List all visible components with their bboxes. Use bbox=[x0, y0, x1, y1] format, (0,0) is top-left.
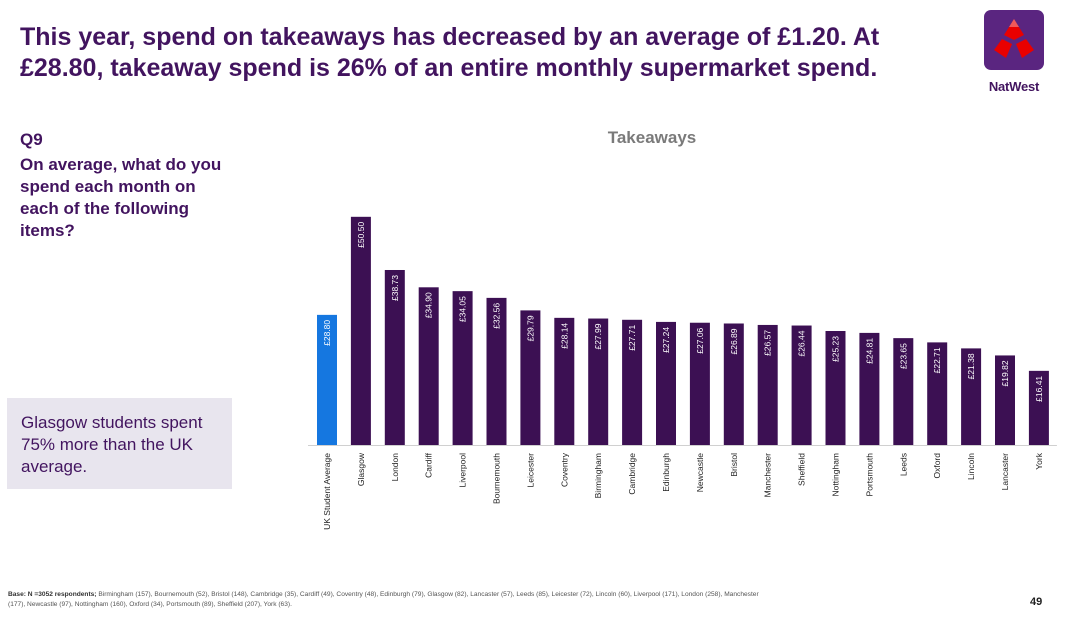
value-label-leicester: £29.79 bbox=[525, 315, 535, 341]
category-label-london: London bbox=[390, 453, 400, 482]
category-label-leicester: Leicester bbox=[525, 453, 535, 488]
value-label-liverpool: £34.05 bbox=[458, 296, 468, 322]
category-label-portsmouth: Portsmouth bbox=[864, 453, 874, 497]
value-label-manchester: £26.57 bbox=[763, 330, 773, 356]
bar-oxford bbox=[927, 342, 948, 445]
page-number: 49 bbox=[1030, 596, 1043, 608]
takeaways-bar-chart: Takeaways £28.80 £50.50 £38.73 £34.90 £34.05… bbox=[308, 128, 1057, 530]
category-label-leeds: Leeds bbox=[898, 453, 908, 476]
value-label-lancaster: £19.82 bbox=[1000, 360, 1010, 386]
category-label-cambridge: Cambridge bbox=[627, 453, 637, 495]
natwest-logo: NatWest bbox=[976, 10, 1052, 100]
value-label-uk-student-average: £28.80 bbox=[322, 320, 332, 346]
category-labels-group: UK Student Average Glasgow London Cardiff Li… bbox=[322, 452, 1044, 530]
value-label-glasgow: £50.50 bbox=[356, 222, 366, 248]
chart-title: Takeaways bbox=[608, 128, 697, 147]
category-label-lancaster: Lancaster bbox=[1000, 453, 1010, 490]
value-label-lincoln: £21.38 bbox=[966, 353, 976, 379]
category-label-sheffield: Sheffield bbox=[797, 453, 807, 486]
value-label-newcastle: £27.06 bbox=[695, 327, 705, 353]
category-label-york: York bbox=[1034, 452, 1044, 469]
bar-edinburgh bbox=[656, 321, 676, 445]
value-label-sheffield: £26.44 bbox=[797, 330, 807, 356]
value-labels-group: £28.80 £50.50 £38.73 £34.90 £34.05 £32.56 £29.… bbox=[322, 222, 1044, 402]
value-label-bournemouth: £32.56 bbox=[492, 303, 502, 329]
bar-manchester bbox=[757, 324, 778, 445]
bar-lancaster bbox=[995, 355, 1015, 445]
footnote-base-label: Base: N =3052 respondents; bbox=[8, 591, 97, 598]
value-label-cambridge: £27.71 bbox=[627, 325, 637, 351]
question-number: Q9 bbox=[20, 130, 43, 149]
value-label-cardiff: £34.90 bbox=[424, 292, 434, 318]
bar-cardiff bbox=[418, 287, 439, 445]
value-label-oxford: £22.71 bbox=[932, 347, 942, 373]
natwest-cubes-icon bbox=[984, 10, 1044, 70]
bar-sheffield bbox=[791, 325, 812, 445]
value-label-portsmouth: £24.81 bbox=[864, 338, 874, 364]
bar-leicester bbox=[520, 310, 541, 445]
bar-coventry bbox=[554, 317, 575, 445]
value-label-nottingham: £25.23 bbox=[831, 336, 841, 362]
bar-portsmouth bbox=[859, 332, 880, 445]
question-text: On average, what do you spend each month… bbox=[20, 155, 222, 240]
category-label-bristol: Bristol bbox=[729, 453, 739, 477]
bar-leeds bbox=[893, 338, 914, 445]
category-label-cardiff: Cardiff bbox=[424, 452, 434, 478]
bar-uk-student-average bbox=[317, 314, 337, 445]
value-label-edinburgh: £27.24 bbox=[661, 327, 671, 353]
logo-text: NatWest bbox=[988, 79, 1040, 94]
value-label-york: £16.41 bbox=[1034, 376, 1044, 402]
category-label-lincoln: Lincoln bbox=[966, 453, 976, 480]
bar-nottingham bbox=[825, 330, 846, 445]
value-label-london: £38.73 bbox=[390, 275, 400, 301]
category-label-coventry: Coventry bbox=[559, 452, 569, 487]
category-label-bournemouth: Bournemouth bbox=[492, 453, 502, 504]
value-label-coventry: £28.14 bbox=[559, 323, 569, 349]
category-label-birmingham: Birmingham bbox=[593, 453, 603, 498]
value-label-birmingham: £27.99 bbox=[593, 323, 603, 349]
bar-cambridge bbox=[622, 319, 643, 445]
callout-text: Glasgow students spent 75% more than the… bbox=[21, 413, 203, 476]
bar-birmingham bbox=[588, 318, 609, 445]
footnote-base-text: Birmingham (157), Bournemouth (52), Bris… bbox=[8, 591, 759, 608]
bar-bristol bbox=[723, 323, 744, 445]
category-label-nottingham: Nottingham bbox=[831, 453, 841, 496]
category-label-edinburgh: Edinburgh bbox=[661, 453, 671, 492]
category-label-newcastle: Newcastle bbox=[695, 453, 705, 492]
category-label-uk-student-average: UK Student Average bbox=[322, 453, 332, 530]
category-label-manchester: Manchester bbox=[763, 453, 773, 498]
category-label-oxford: Oxford bbox=[932, 453, 942, 479]
headline: This year, spend on takeaways has decrea… bbox=[20, 23, 880, 82]
category-label-liverpool: Liverpool bbox=[458, 453, 468, 488]
bar-lincoln bbox=[961, 348, 982, 445]
bar-glasgow bbox=[350, 216, 371, 445]
bar-london bbox=[384, 269, 405, 445]
category-label-glasgow: Glasgow bbox=[356, 452, 366, 486]
callout-box: Glasgow students spent 75% more than the… bbox=[7, 398, 232, 489]
bar-liverpool bbox=[452, 291, 473, 445]
bars-group bbox=[308, 216, 1057, 446]
value-label-leeds: £23.65 bbox=[898, 343, 908, 369]
bar-newcastle bbox=[689, 322, 710, 445]
value-label-bristol: £26.89 bbox=[729, 328, 739, 354]
footnote: Base: N =3052 respondents; Birmingham (1… bbox=[8, 590, 768, 610]
bar-york bbox=[1028, 370, 1049, 445]
bar-bournemouth bbox=[486, 297, 507, 445]
